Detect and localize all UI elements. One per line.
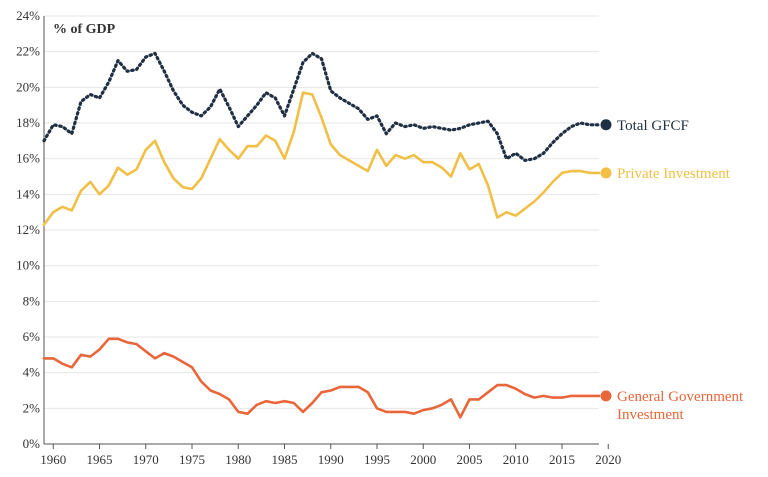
series-end-label: Private Investment [617, 166, 731, 182]
gridlines [44, 15, 599, 445]
series-end-marker [600, 390, 612, 402]
series-end-label: Total GFCF [617, 118, 689, 134]
x-tick-label: 1960 [40, 452, 66, 467]
x-tick-label: 1985 [272, 452, 298, 467]
series-line-total-gfcf [42, 51, 601, 162]
series-end-label: General Government Investment [617, 389, 744, 423]
x-tick-label: 1990 [318, 452, 344, 467]
y-tick-label: 10% [16, 258, 40, 273]
y-tick-label: 16% [16, 151, 40, 166]
y-tick-label: 8% [23, 293, 41, 308]
y-tick-label: 14% [16, 186, 40, 201]
x-tick-label: 2020 [595, 452, 621, 467]
x-tick-label: 1970 [133, 452, 159, 467]
x-tick-label: 1980 [225, 452, 251, 467]
series-end-marker [600, 167, 612, 179]
x-tick-label: 1975 [179, 452, 205, 467]
x-tick-label: 2010 [503, 452, 529, 467]
y-tick-label: 0% [23, 436, 41, 451]
x-axis-ticks: 1960 1965 1970 1975 1980 1985 1990 1995 2000 2005… [40, 444, 621, 467]
series-labels: Total GFCF Private Investment General Gove… [600, 118, 744, 423]
y-tick-label: 18% [16, 115, 40, 130]
x-tick-label: 2000 [410, 452, 436, 467]
y-tick-label: 6% [23, 329, 41, 344]
y-tick-label: 20% [16, 79, 40, 94]
x-tick-label: 2015 [549, 452, 575, 467]
x-tick-label: 1965 [87, 452, 113, 467]
y-tick-label: 24% [16, 8, 40, 23]
y-axis-label: % of GDP [53, 22, 116, 37]
y-axis-ticks: 0% 2% 4% 6% 8% 10% 12% 14% 16% 18% 20% 22% 24% [16, 8, 40, 451]
y-tick-label: 4% [23, 365, 41, 380]
y-tick-label: 12% [16, 222, 40, 237]
x-tick-label: 2005 [457, 452, 483, 467]
series-lines [42, 51, 601, 419]
y-tick-label: 22% [16, 44, 40, 59]
y-tick-label: 2% [23, 400, 41, 415]
series-line-general-government-investment [42, 337, 601, 419]
x-tick-label: 1995 [364, 452, 390, 467]
series-line-private-investment [42, 91, 601, 226]
series-end-marker [600, 119, 612, 131]
